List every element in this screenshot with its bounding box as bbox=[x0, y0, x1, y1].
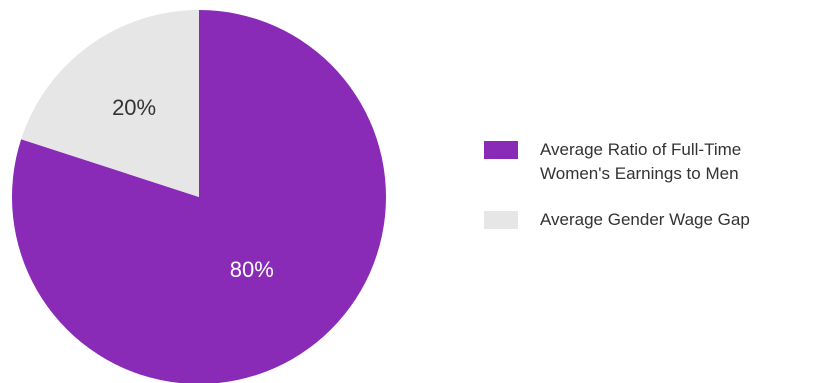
legend-swatch-women-earnings-ratio bbox=[484, 141, 518, 159]
pie-slice-label-gender-wage-gap: 20% bbox=[112, 95, 156, 120]
legend: Average Ratio of Full-Time Women's Earni… bbox=[484, 138, 824, 254]
legend-item-women-earnings-ratio: Average Ratio of Full-Time Women's Earni… bbox=[484, 138, 824, 186]
pie-slice-gender-wage-gap bbox=[21, 9, 200, 198]
pie-slice-label-women-earnings-ratio: 80% bbox=[230, 257, 274, 282]
legend-swatch-gender-wage-gap bbox=[484, 211, 518, 229]
legend-item-gender-wage-gap: Average Gender Wage Gap bbox=[484, 208, 824, 232]
legend-label-gender-wage-gap: Average Gender Wage Gap bbox=[540, 210, 750, 229]
pie-slice-women-earnings-ratio bbox=[12, 10, 386, 383]
legend-label-women-earnings-ratio: Average Ratio of Full-Time Women's Earni… bbox=[540, 140, 742, 183]
pie-slices bbox=[12, 9, 386, 383]
pie-slice-labels: 80% 20% bbox=[112, 95, 274, 282]
